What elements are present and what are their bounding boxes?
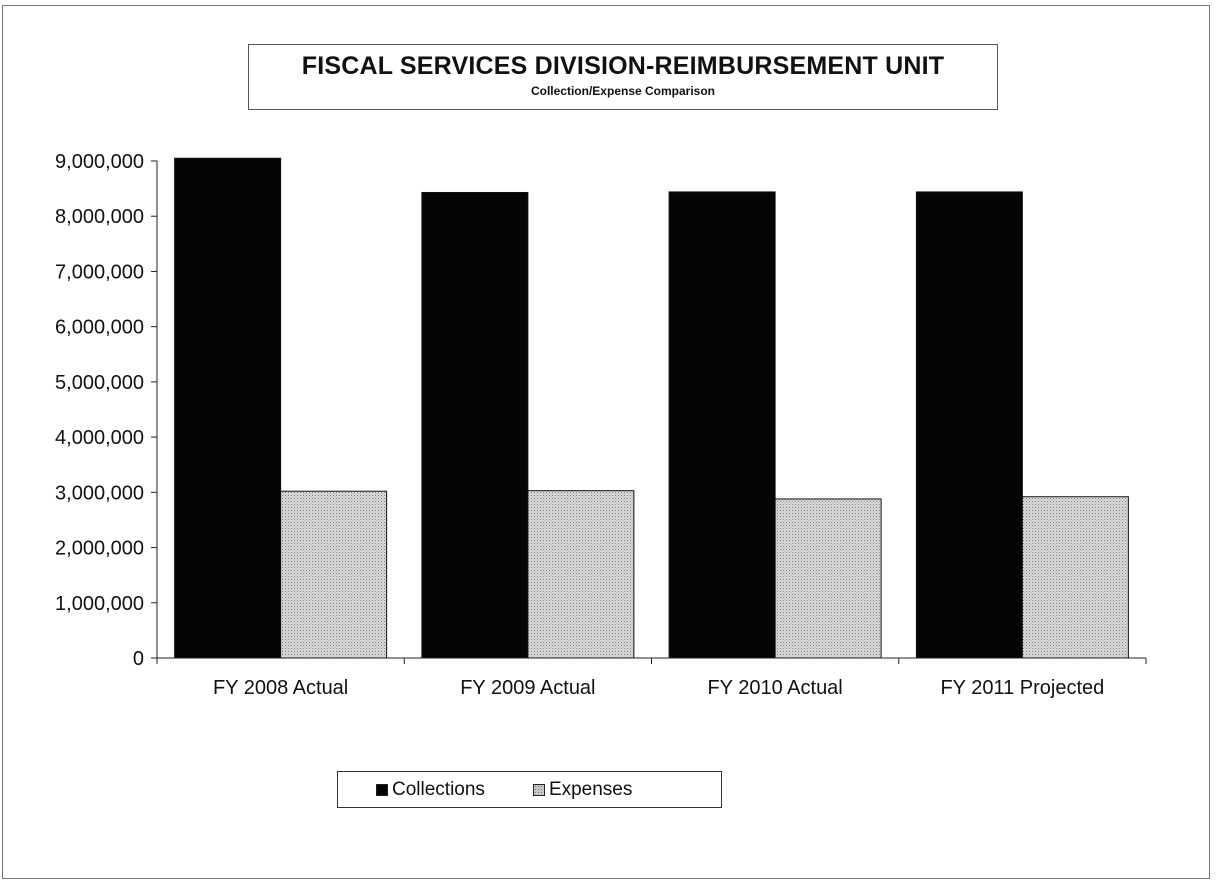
- y-tick-label: 6,000,000: [55, 317, 144, 339]
- x-tick-label: FY 2008 Actual: [213, 677, 348, 699]
- y-tick-label: 4,000,000: [55, 427, 144, 449]
- y-tick-label: 5,000,000: [55, 372, 144, 394]
- bar-expenses-2: [527, 490, 635, 659]
- y-axis: 0 1,000,000 2,000,000 3,000,000 4,000,000 5,0…: [55, 151, 158, 670]
- legend: Collections Expenses: [337, 771, 722, 808]
- bar-expenses-4: [1021, 496, 1129, 659]
- y-tick-label: 2,000,000: [55, 538, 144, 560]
- legend-entry-collections: Collections: [376, 779, 485, 801]
- y-tick-label: 3,000,000: [55, 482, 144, 504]
- legend-entry-expenses: Expenses: [532, 778, 633, 801]
- y-tick-label: 9,000,000: [55, 151, 144, 173]
- x-tick-label: FY 2009 Actual: [460, 677, 595, 699]
- y-tick-label: 0: [133, 648, 144, 670]
- x-tick-label: FY 2010 Actual: [707, 677, 842, 699]
- y-tick-label: 8,000,000: [55, 206, 144, 228]
- title-box: FISCAL SERVICES DIVISION-REIMBURSEMENT U…: [248, 44, 998, 110]
- legend-label-expenses: Expenses: [548, 778, 633, 800]
- bar-collections-4: [915, 191, 1023, 659]
- bars: [174, 157, 1129, 659]
- bar-expenses-3: [774, 498, 882, 659]
- chart-subtitle: Collection/Expense Comparison: [530, 84, 716, 98]
- bar-expenses-1: [280, 490, 388, 659]
- bar-collections-2: [421, 191, 529, 659]
- legend-label-collections: Collections: [392, 778, 485, 800]
- legend-swatch-collections: [376, 783, 388, 796]
- legend-swatch-expenses: [532, 783, 545, 796]
- y-tick-label: 1,000,000: [55, 593, 144, 615]
- bar-collections-3: [668, 191, 776, 659]
- x-tick-label: FY 2011 Projected: [940, 677, 1104, 699]
- x-axis: FY 2008 Actual FY 2009 Actual FY 2010 Actu…: [156, 657, 1147, 699]
- chart-title: FISCAL SERVICES DIVISION-REIMBURSEMENT U…: [301, 52, 945, 80]
- y-tick-label: 7,000,000: [55, 261, 144, 283]
- bar-collections-1: [174, 157, 282, 659]
